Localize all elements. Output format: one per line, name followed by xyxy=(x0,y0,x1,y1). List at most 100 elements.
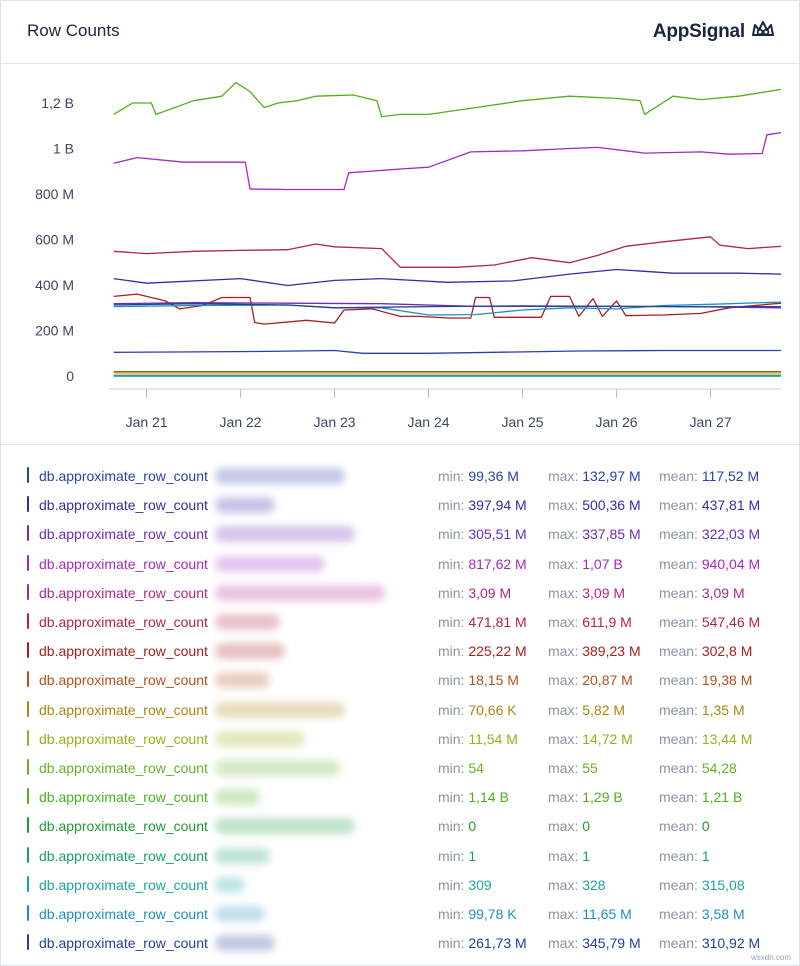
legend-item[interactable]: db.approximate_row_count min: 305,51 M max… xyxy=(1,519,799,548)
legend-min-value: 1 xyxy=(468,847,477,864)
legend-max-key: max: xyxy=(548,760,583,776)
legend-mean-value: 0 xyxy=(701,818,710,835)
legend-max: max: 132,97 M xyxy=(548,468,641,484)
legend-max: max: 3,09 M xyxy=(548,585,625,601)
legend-max-value: 1,07 B xyxy=(582,555,623,572)
legend-item[interactable]: db.approximate_row_count min: 397,94 M max… xyxy=(1,490,799,519)
redacted-tag xyxy=(215,701,345,718)
legend-max: max: 1 xyxy=(548,848,590,864)
legend-metric-name: db.approximate_row_count xyxy=(39,701,208,718)
series-line[interactable] xyxy=(113,349,781,354)
legend-item[interactable]: db.approximate_row_count min: 471,81 M max… xyxy=(1,607,799,636)
series-line[interactable] xyxy=(113,81,782,118)
legend-max-key: max: xyxy=(548,818,583,835)
legend-item[interactable]: db.approximate_row_count min: 54 max: 55 me… xyxy=(1,753,799,782)
legend-min-key: min: xyxy=(438,672,469,689)
series-line[interactable] xyxy=(113,293,782,325)
legend-mean-value: 19,38 M xyxy=(701,672,753,689)
redacted-tag xyxy=(215,497,275,514)
redacted-tag xyxy=(215,468,345,484)
legend-min-value: 18,15 M xyxy=(468,672,519,689)
legend-min-key: min: xyxy=(438,584,469,601)
legend-mean-value: 940,04 M xyxy=(701,555,761,572)
legend-swatch xyxy=(27,759,29,775)
legend-max: max: 328 xyxy=(548,877,606,893)
legend-item[interactable]: db.approximate_row_count min: 309 max: 328… xyxy=(1,870,799,899)
x-tick-label: Jan 21 xyxy=(126,414,168,430)
legend-item[interactable]: db.approximate_row_count min: 1 max: 1 mean… xyxy=(1,841,799,870)
legend-metric-name: db.approximate_row_count xyxy=(39,643,208,660)
legend-min: min: 471,81 M xyxy=(438,614,527,630)
legend-metric-name: db.approximate_row_count xyxy=(39,526,208,543)
legend-min-value: 261,73 M xyxy=(468,935,527,952)
legend-mean: mean: 1,21 B xyxy=(659,789,742,805)
legend-mean-value: 437,81 M xyxy=(701,497,761,514)
legend-max: max: 11,65 M xyxy=(548,906,632,922)
legend-min-value: 397,94 M xyxy=(468,497,527,514)
legend-mean: mean: 310,92 M xyxy=(659,935,760,951)
chart-title: Row Counts xyxy=(27,21,120,40)
legend-min: min: 99,78 K xyxy=(438,906,517,922)
series-line[interactable] xyxy=(113,236,782,268)
legend-item[interactable]: db.approximate_row_count min: 99,36 M max:… xyxy=(1,461,799,490)
legend-max-value: 55 xyxy=(582,760,598,776)
legend-item[interactable]: db.approximate_row_count min: 11,54 M max:… xyxy=(1,724,799,753)
legend-mean-key: mean: xyxy=(659,935,702,952)
legend-metric-name: db.approximate_row_count xyxy=(39,906,208,922)
legend-mean-key: mean: xyxy=(659,672,702,689)
legend-item[interactable]: db.approximate_row_count min: 99,78 K max:… xyxy=(1,899,799,928)
legend-swatch xyxy=(27,729,29,746)
legend-mean-key: mean: xyxy=(659,789,702,806)
series-line[interactable] xyxy=(113,268,782,287)
legend-item[interactable]: db.approximate_row_count min: 261,73 M max… xyxy=(1,928,799,957)
legend-min: min: 99,36 M xyxy=(438,468,519,484)
legend-max-key: max: xyxy=(548,876,583,893)
y-tick-label: 800 M xyxy=(35,186,74,202)
y-tick-label: 0 xyxy=(66,368,74,384)
legend-min-value: 471,81 M xyxy=(468,614,527,630)
legend-max-key: max: xyxy=(548,847,583,864)
y-tick-label: 400 M xyxy=(35,277,74,293)
brand-name: AppSignal xyxy=(652,20,745,42)
legend-item[interactable]: db.approximate_row_count min: 70,66 K max:… xyxy=(1,695,799,724)
legend-max-key: max: xyxy=(548,555,583,572)
legend-max-value: 1,29 B xyxy=(582,789,623,806)
legend-swatch xyxy=(27,700,29,717)
legend-mean-value: 54,28 xyxy=(701,760,737,776)
legend-mean-value: 117,52 M xyxy=(701,468,760,484)
legend-mean-key: mean: xyxy=(659,701,702,718)
x-tick-label: Jan 26 xyxy=(596,414,638,430)
legend-mean-key: mean: xyxy=(659,643,702,660)
legend-max: max: 5,82 M xyxy=(548,702,625,718)
legend-max-value: 328 xyxy=(582,876,606,893)
legend-max-key: max: xyxy=(548,526,583,543)
x-tick-label: Jan 27 xyxy=(689,414,731,430)
redacted-tag xyxy=(215,847,270,864)
x-tick-label: Jan 24 xyxy=(408,414,450,430)
legend-max: max: 500,36 M xyxy=(548,497,641,513)
redacted-tag xyxy=(215,906,265,922)
legend-item[interactable]: db.approximate_row_count min: 18,15 M max:… xyxy=(1,665,799,694)
redacted-tag xyxy=(215,526,355,543)
redacted-tag xyxy=(215,789,260,806)
redacted-tag xyxy=(215,730,305,747)
legend-min-key: min: xyxy=(438,906,469,922)
legend-item[interactable]: db.approximate_row_count min: 817,62 M max… xyxy=(1,549,799,578)
series-line[interactable] xyxy=(113,303,782,309)
series-line[interactable] xyxy=(113,131,782,191)
redacted-tag xyxy=(215,643,285,660)
legend-max-value: 389,23 M xyxy=(582,643,641,660)
legend-item[interactable]: db.approximate_row_count min: 225,22 M max… xyxy=(1,636,799,665)
legend-min-key: min: xyxy=(438,818,469,835)
legend-max-value: 500,36 M xyxy=(582,497,641,514)
legend-metric-name: db.approximate_row_count xyxy=(39,672,208,689)
legend-item[interactable]: db.approximate_row_count min: 1,14 B max: … xyxy=(1,782,799,811)
legend-mean: mean: 117,52 M xyxy=(659,468,759,484)
legend-item[interactable]: db.approximate_row_count min: 0 max: 0 mean… xyxy=(1,811,799,840)
legend-swatch xyxy=(27,613,29,629)
line-chart: 0 200 M 400 M 600 M 800 M 1 B 1,2 B Jan 21 Jan 2… xyxy=(1,65,799,445)
legend-min: min: 261,73 M xyxy=(438,935,527,951)
legend-min-key: min: xyxy=(438,614,469,630)
y-tick-label: 600 M xyxy=(35,232,74,248)
